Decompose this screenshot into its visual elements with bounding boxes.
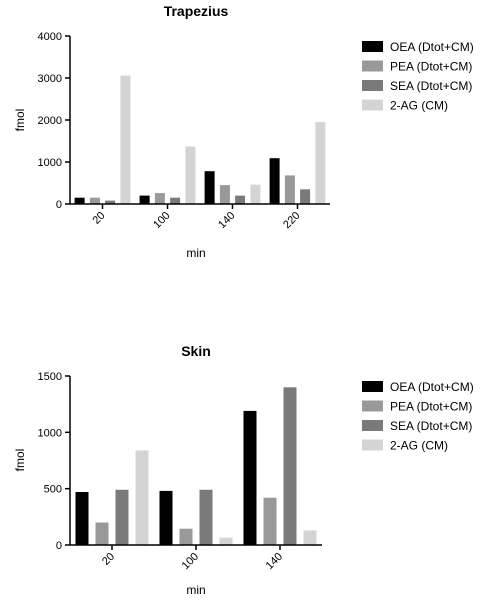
legend-label: 2-AG (CM) [390, 439, 448, 453]
bar [159, 490, 173, 545]
bar [303, 530, 317, 545]
x-axis-label: min [186, 246, 205, 260]
bar [120, 75, 131, 204]
legend-label: 2-AG (CM) [390, 99, 448, 113]
bar [263, 497, 277, 545]
legend-swatch [362, 41, 383, 52]
bar [179, 528, 193, 545]
x-tick-label: 100 [180, 551, 201, 572]
y-tick-label: 3000 [38, 73, 62, 85]
bar [219, 537, 233, 545]
plot-area: 0 500 1000 1500 20 100 140 [38, 371, 322, 572]
bar [199, 489, 213, 545]
legend-swatch [362, 80, 383, 91]
y-tick-label: 0 [56, 540, 62, 552]
chart-skin: Skin fmol min 0 500 1000 1500 20 100 140 OEA (… [13, 343, 474, 597]
y-tick-label: 1000 [38, 157, 62, 169]
legend-label: OEA (Dtot+CM) [390, 40, 474, 54]
bar [235, 195, 246, 204]
y-tick-label: 1000 [38, 427, 62, 439]
legend-swatch [362, 381, 383, 392]
bar [269, 158, 280, 204]
y-tick-label: 1500 [38, 371, 62, 383]
bar [204, 171, 215, 204]
bar [135, 450, 149, 545]
bar [89, 197, 100, 204]
bar [170, 197, 181, 204]
plot-area: 0 1000 2000 3000 4000 20 100 140 220 [38, 31, 330, 231]
y-axis-label: fmol [13, 449, 27, 472]
bar [185, 146, 196, 204]
bar [284, 175, 295, 204]
bar [139, 195, 150, 204]
bar [243, 410, 257, 545]
legend-swatch [362, 60, 383, 72]
bar [154, 193, 165, 204]
y-tick-label: 2000 [38, 115, 62, 127]
y-tick-label: 4000 [38, 31, 62, 43]
legend-swatch [362, 439, 383, 451]
bar [219, 185, 230, 204]
x-tick-label: 140 [216, 210, 237, 231]
x-tick-label: 20 [90, 210, 107, 227]
bar [74, 197, 85, 204]
y-tick-label: 0 [56, 199, 62, 211]
bar [250, 184, 261, 204]
legend-label: PEA (Dtot+CM) [390, 60, 472, 74]
y-tick-label: 500 [44, 484, 62, 496]
legend-swatch [362, 400, 383, 412]
legend-label: PEA (Dtot+CM) [390, 400, 472, 414]
chart-title: Skin [181, 343, 211, 359]
x-tick-label: 140 [264, 551, 285, 572]
legend-label: OEA (Dtot+CM) [390, 380, 474, 394]
legend-swatch [362, 420, 383, 431]
bar [95, 522, 109, 545]
bar [315, 122, 326, 204]
x-tick-label: 100 [151, 210, 172, 231]
legend-label: SEA (Dtot+CM) [390, 419, 472, 433]
legend: OEA (Dtot+CM) PEA (Dtot+CM) SEA (Dtot+CM) 2… [362, 380, 474, 453]
bar [105, 200, 116, 204]
x-tick-label: 20 [100, 551, 117, 568]
bar [300, 189, 311, 204]
x-axis-label: min [186, 583, 205, 597]
chart-title: Trapezius [164, 3, 229, 19]
x-tick-label: 220 [281, 210, 302, 231]
bar [115, 489, 129, 545]
bar [283, 387, 297, 545]
legend-label: SEA (Dtot+CM) [390, 79, 472, 93]
chart-trapezius: Trapezius fmol min 0 1000 2000 3000 4000 20 10… [13, 3, 474, 260]
legend-swatch [362, 99, 383, 111]
legend: OEA (Dtot+CM) PEA (Dtot+CM) SEA (Dtot+CM) 2… [362, 40, 474, 113]
y-axis-label: fmol [13, 109, 27, 132]
bar [75, 492, 89, 545]
